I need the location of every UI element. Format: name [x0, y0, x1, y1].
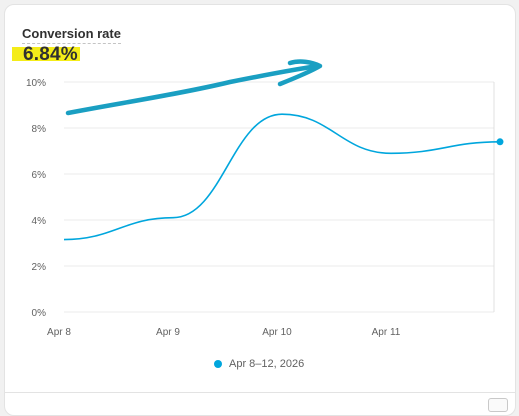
x-tick-label: Apr 9 [156, 327, 180, 338]
legend-label: Apr 8–12, 2026 [229, 358, 305, 370]
x-tick-label: Apr 8 [47, 327, 71, 338]
annotation-arrow-head [277, 59, 323, 87]
series-line [63, 113, 501, 241]
value-highlight-mark [12, 47, 80, 61]
footer-button[interactable] [488, 398, 508, 412]
y-tick-label: 8% [32, 124, 47, 135]
x-tick-label: Apr 10 [262, 327, 292, 338]
y-tick-label: 2% [32, 262, 47, 273]
metric-value: 6.84% [23, 44, 78, 65]
legend-dot-icon [214, 360, 222, 368]
metric-title[interactable]: Conversion rate [22, 26, 121, 44]
series-end-point [496, 138, 504, 146]
card-footer-divider [4, 392, 516, 393]
annotation-arrow-shaft [65, 63, 321, 116]
x-tick-label: Apr 11 [372, 327, 401, 338]
y-tick-label: 4% [32, 216, 47, 227]
y-tick-label: 10% [26, 78, 46, 89]
y-tick-label: 0% [32, 308, 47, 319]
chart-legend[interactable]: Apr 8–12, 2026 [214, 358, 304, 370]
line-chart: 0% 2% 4% 6% 8% 10% Apr 8 Apr 9 Apr 10 Apr 11 [26, 59, 504, 338]
y-tick-label: 6% [32, 170, 47, 181]
conversion-rate-card [4, 4, 516, 416]
